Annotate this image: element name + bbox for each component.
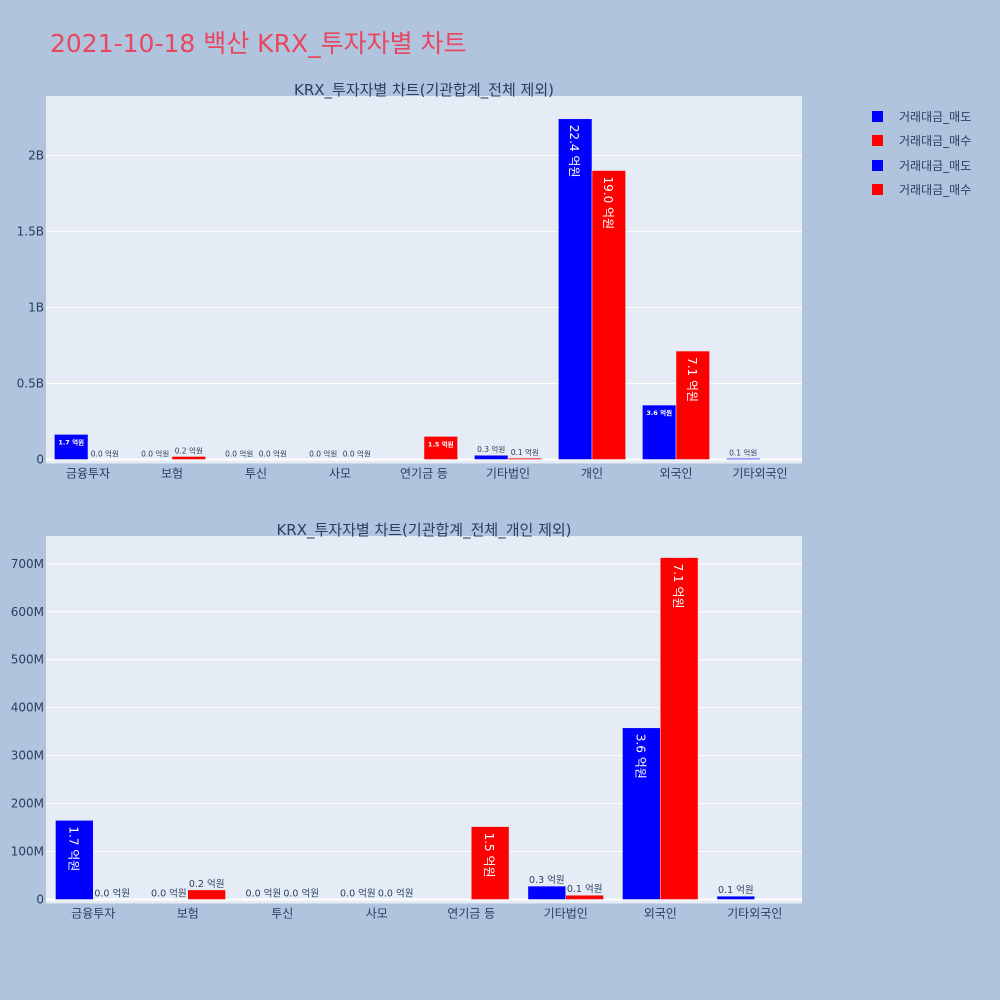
x-tick-label: 투신	[271, 907, 293, 921]
bar[interactable]	[622, 727, 661, 900]
data-label: 0.2 억원	[189, 878, 225, 890]
legend-label: 거래대금_매수	[899, 183, 972, 198]
bar[interactable]	[660, 557, 699, 900]
bar[interactable]	[471, 826, 510, 900]
legend-label: 거래대금_매수	[899, 134, 972, 149]
data-label: 0.2 억원	[175, 446, 203, 455]
data-label: 0.1 억원	[729, 448, 757, 457]
data-label: 0.0 억원	[141, 450, 169, 459]
y-tick-label: 700M	[11, 557, 44, 571]
data-label: 7.1 억원	[685, 357, 699, 402]
x-tick-label: 보험	[161, 467, 183, 481]
data-label: 1.7 억원	[58, 437, 84, 446]
y-tick-label: 0	[36, 453, 44, 467]
bar[interactable]	[642, 404, 677, 460]
x-tick-label: 기타법인	[486, 467, 530, 481]
y-tick-label: 600M	[11, 605, 44, 619]
data-label: 1.7 억원	[66, 826, 80, 871]
data-label: 0.1 억원	[718, 884, 754, 896]
legend-label: 거래대금_매도	[899, 158, 972, 173]
bar[interactable]	[55, 820, 94, 900]
bar[interactable]	[187, 889, 226, 900]
bar[interactable]	[558, 118, 593, 460]
data-label: 0.3 억원	[477, 445, 505, 454]
chart-title: KRX_투자자별 차트(기관합계_전체 제외)	[294, 81, 554, 100]
bar[interactable]	[565, 894, 604, 900]
x-tick-label: 금융투자	[71, 907, 115, 921]
data-label: 3.6 억원	[633, 734, 647, 779]
y-tick-label: 200M	[11, 797, 44, 811]
data-label: 22.4 억원	[567, 125, 581, 178]
bar[interactable]	[54, 434, 89, 460]
data-label: 7.1 억원	[671, 564, 685, 609]
y-tick-label: 2B	[28, 148, 44, 162]
data-label: 0.1 억원	[567, 883, 603, 895]
legend-swatch	[872, 110, 883, 122]
x-tick-label: 연기금 등	[400, 467, 448, 481]
bar[interactable]	[423, 436, 458, 460]
bar[interactable]	[527, 885, 567, 900]
data-label: 1.5 억원	[482, 833, 496, 878]
y-tick-label: 1B	[28, 300, 44, 314]
data-label: 1.5 억원	[428, 439, 454, 448]
legend-label: 거래대금_매도	[899, 109, 972, 124]
x-tick-label: 기타법인	[544, 907, 588, 921]
data-label: 0.0 억원	[151, 888, 187, 900]
y-tick-label: 400M	[11, 701, 44, 715]
y-tick-label: 0	[36, 893, 44, 907]
data-label: 0.0 억원	[94, 888, 130, 900]
x-tick-label: 연기금 등	[447, 907, 495, 921]
legend-swatch	[872, 184, 883, 196]
data-label: 0.0 억원	[246, 888, 282, 900]
y-tick-label: 300M	[11, 749, 44, 763]
data-label: 0.0 억원	[259, 450, 287, 459]
x-tick-label: 금융투자	[66, 467, 110, 481]
y-tick-label: 0.5B	[17, 376, 44, 390]
x-tick-label: 개인	[581, 467, 603, 481]
bar[interactable]	[474, 454, 509, 460]
bar[interactable]	[675, 350, 710, 460]
y-tick-label: 1.5B	[17, 224, 44, 238]
x-tick-label: 기타외국인	[732, 467, 787, 481]
x-tick-label: 투신	[245, 467, 267, 481]
data-label: 0.0 억원	[283, 888, 319, 900]
bar[interactable]	[507, 457, 542, 460]
y-tick-label: 100M	[11, 845, 44, 859]
legend-item[interactable]: 거래대금_매수	[872, 178, 971, 203]
data-label: 0.0 억원	[225, 450, 253, 459]
legend-swatch	[872, 159, 883, 171]
x-tick-label: 기타외국인	[727, 907, 782, 921]
page-title: 2021-10-18 백산 KRX_투자자별 차트	[50, 29, 467, 58]
legend-item[interactable]: 거래대금_매도	[872, 153, 971, 178]
x-tick-label: 외국인	[644, 907, 677, 921]
legend-item[interactable]: 거래대금_매도	[872, 104, 971, 129]
bar[interactable]	[726, 458, 761, 460]
data-label: 0.0 억원	[340, 888, 376, 900]
x-tick-label: 외국인	[659, 467, 692, 481]
legend[interactable]: 거래대금_매도 거래대금_매수 거래대금_매도 거래대금_매수	[872, 104, 971, 202]
data-label: 0.0 억원	[343, 450, 371, 459]
data-label: 0.0 억원	[378, 888, 414, 900]
data-label: 0.0 억원	[91, 450, 119, 459]
data-label: 3.6 억원	[646, 408, 672, 417]
bar[interactable]	[716, 895, 756, 900]
data-label: 0.0 억원	[309, 450, 337, 459]
legend-swatch	[872, 135, 883, 147]
chart-title: KRX_투자자별 차트(기관합계_전체_개인 제외)	[276, 521, 571, 540]
bar[interactable]	[171, 456, 206, 460]
x-tick-label: 사모	[366, 907, 388, 921]
legend-item[interactable]: 거래대금_매수	[872, 129, 971, 154]
bar[interactable]	[591, 170, 626, 460]
data-label: 0.1 억원	[511, 448, 539, 457]
x-tick-label: 사모	[329, 467, 351, 481]
data-label: 19.0 억원	[601, 177, 615, 230]
y-tick-label: 500M	[11, 653, 44, 667]
x-tick-label: 보험	[177, 907, 199, 921]
data-label: 0.3 억원	[529, 874, 565, 886]
